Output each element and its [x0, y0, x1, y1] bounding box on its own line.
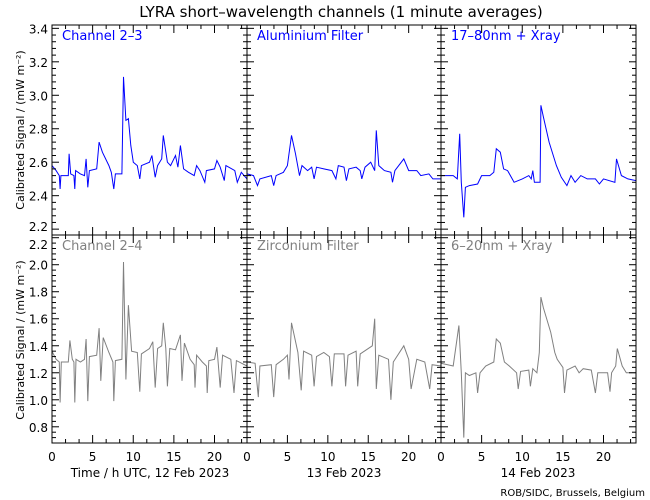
x-tick-label: 15: [555, 450, 570, 464]
x-tick-label: 5: [89, 450, 97, 464]
y-tick-label: 3.2: [29, 56, 48, 70]
y-tick-label: 1.8: [29, 286, 48, 300]
panel-label: Channel 2–3: [62, 29, 143, 44]
x-tick-label: 20: [596, 450, 611, 464]
x-tick-label: 20: [207, 450, 222, 464]
y-tick-label: 2.2: [29, 220, 48, 234]
panel-label: Channel 2–4: [62, 239, 143, 254]
y-tick-label: 2.2: [29, 238, 48, 252]
panel-label: 6–20nm + Xray: [451, 239, 553, 254]
x-tick-label: 15: [361, 450, 376, 464]
y-axis-label-bottom: Calibrated Signal / (mW m⁻²): [14, 260, 27, 419]
series-line-0-0: [51, 76, 248, 190]
series-line-1-2: [440, 296, 636, 438]
chart-title: LYRA short–wavelength channels (1 minute…: [139, 3, 542, 21]
y-axis-label-top: Calibrated Signal / (mW m⁻²): [14, 50, 27, 209]
credit-text: ROB/SIDC, Brussels, Belgium: [500, 488, 645, 499]
y-tick-label: 0.8: [29, 421, 48, 435]
series-line-0-2: [441, 105, 637, 218]
x-axis-label-day1: Time / h UTC, 12 Feb 2023: [70, 466, 230, 480]
y-tick-label: 1.2: [29, 367, 48, 381]
panel-label: Aluminium Filter: [257, 29, 364, 44]
panel-frame: [51, 234, 248, 444]
x-axis-label-day2: 13 Feb 2023: [307, 466, 382, 480]
x-tick-label: 0: [48, 450, 56, 464]
panel-label: 17–80nm + Xray: [451, 29, 561, 44]
series-line-1-1: [246, 318, 442, 400]
y-tick-label: 3.4: [29, 22, 48, 36]
x-tick-label: 20: [401, 450, 416, 464]
panel-frame: [51, 24, 248, 236]
panel-frame: [246, 234, 442, 444]
y-tick-label: 1.6: [29, 313, 48, 327]
series-line-0-1: [246, 130, 441, 188]
x-tick-label: 5: [478, 450, 486, 464]
x-tick-label: 0: [437, 450, 445, 464]
series-line-1-0: [51, 261, 248, 403]
y-tick-label: 2.4: [29, 190, 48, 204]
y-tick-label: 2.6: [29, 156, 48, 170]
x-tick-label: 0: [243, 450, 251, 464]
panel-frame: [246, 24, 442, 236]
panel-frame: [440, 234, 637, 444]
y-tick-label: 1.4: [29, 340, 48, 354]
x-tick-label: 10: [515, 450, 530, 464]
x-axis-label-day3: 14 Feb 2023: [501, 466, 576, 480]
y-tick-label: 2.0: [29, 259, 48, 273]
panel-label: Zirconium Filter: [257, 239, 359, 254]
x-tick-label: 5: [284, 450, 292, 464]
x-tick-label: 10: [320, 450, 335, 464]
x-tick-label: 15: [166, 450, 181, 464]
y-tick-label: 1.0: [29, 394, 48, 408]
y-tick-label: 2.8: [29, 123, 48, 137]
x-tick-label: 10: [126, 450, 141, 464]
y-tick-label: 3.0: [29, 89, 48, 103]
panel-frame: [440, 24, 637, 236]
